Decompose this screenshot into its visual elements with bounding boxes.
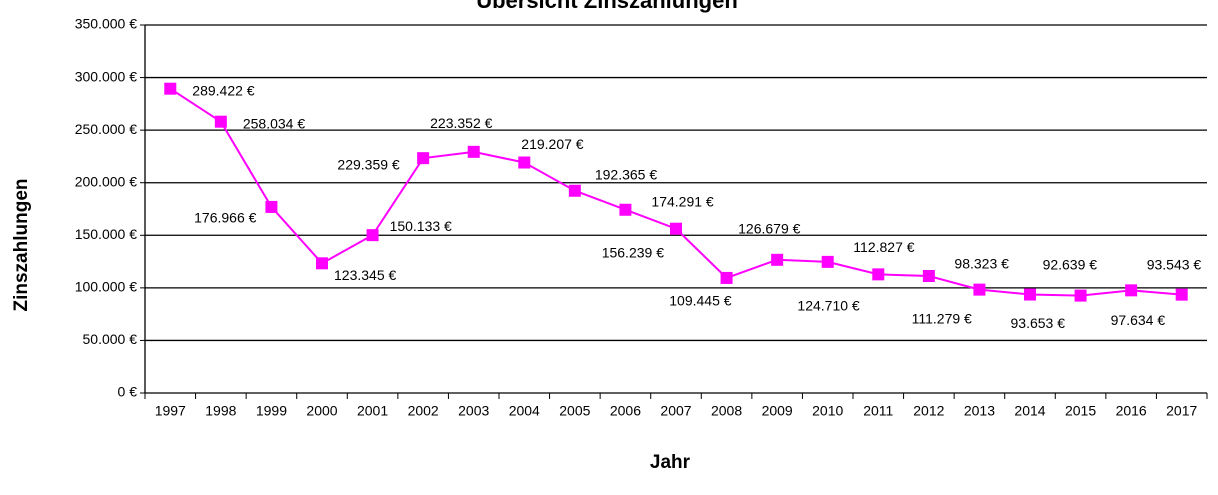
- marker: [316, 257, 328, 270]
- data-label: 289.422 €: [192, 82, 254, 98]
- marker: [872, 268, 885, 281]
- y-tick-label: 200.000 €: [75, 173, 137, 189]
- x-tick-label: 2006: [610, 403, 641, 419]
- marker: [467, 145, 480, 158]
- y-tick-label: 250.000 €: [75, 121, 137, 137]
- data-label: 93.543 €: [1147, 256, 1202, 272]
- data-label: 174.291 €: [651, 193, 713, 209]
- marker: [265, 200, 278, 213]
- x-tick-label: 2002: [408, 403, 439, 419]
- marker: [1024, 288, 1036, 301]
- marker: [670, 222, 682, 235]
- x-tick-label: 2011: [863, 403, 893, 419]
- x-tick-label: 2017: [1166, 403, 1197, 419]
- marker: [366, 229, 379, 242]
- y-tick-label: 150.000 €: [75, 226, 137, 242]
- marker: [771, 253, 784, 266]
- marker: [214, 115, 227, 128]
- data-label: 92.639 €: [1043, 256, 1098, 272]
- data-label: 124.710 €: [797, 298, 859, 314]
- x-tick-label: 1997: [155, 403, 186, 419]
- marker: [1125, 284, 1138, 297]
- x-tick-label: 2015: [1065, 403, 1096, 419]
- marker: [568, 184, 581, 197]
- x-tick-label: 2005: [559, 403, 590, 419]
- x-tick-label: 2009: [762, 403, 793, 419]
- y-tick-label: 0 €: [118, 384, 138, 400]
- y-tick-label: 300.000 €: [75, 68, 137, 84]
- data-label: 112.827 €: [853, 239, 914, 255]
- data-label: 111.279 €: [912, 311, 972, 327]
- x-axis-label: Jahr: [650, 452, 691, 473]
- x-tick-label: 2013: [964, 403, 995, 419]
- data-label: 97.634 €: [1111, 312, 1166, 328]
- y-tick-label: 350.000 €: [75, 16, 137, 32]
- data-label: 123.345 €: [334, 267, 396, 283]
- marker: [417, 152, 430, 165]
- marker: [821, 255, 834, 268]
- marker: [518, 156, 531, 169]
- marker: [973, 283, 986, 296]
- y-tick-label: 50.000 €: [83, 331, 138, 347]
- data-label: 192.365 €: [595, 166, 657, 182]
- y-axis-label: Zinszahlungen: [11, 179, 32, 312]
- x-tick-label: 2000: [306, 403, 337, 419]
- y-tick-label: 100.000 €: [75, 279, 137, 295]
- x-tick-label: 2007: [660, 403, 691, 419]
- data-label: 223.352 €: [430, 115, 492, 131]
- x-tick-label: 1998: [205, 403, 236, 419]
- data-label: 150.133 €: [390, 218, 452, 234]
- data-label: 229.359 €: [337, 157, 399, 173]
- x-tick-label: 2003: [458, 403, 489, 419]
- x-tick-label: 2014: [1014, 403, 1045, 419]
- data-label: 258.034 €: [243, 115, 305, 131]
- data-label: 176.966 €: [194, 210, 256, 226]
- data-label: 109.445 €: [669, 293, 731, 309]
- x-tick-label: 2001: [357, 403, 388, 419]
- marker: [164, 82, 177, 95]
- x-tick-label: 2010: [812, 403, 843, 419]
- data-label: 219.207 €: [521, 136, 583, 152]
- marker: [922, 269, 935, 282]
- chart-title: Übersicht Zinszahlungen: [476, 0, 738, 13]
- marker: [1175, 288, 1188, 301]
- data-label: 126.679 €: [738, 221, 800, 237]
- x-tick-label: 2008: [711, 403, 742, 419]
- data-label: 93.653 €: [1011, 315, 1066, 331]
- data-label: 98.323 €: [954, 255, 1009, 271]
- marker: [720, 271, 733, 284]
- marker: [1074, 289, 1087, 302]
- x-tick-label: 1999: [256, 403, 287, 419]
- marker: [619, 203, 632, 216]
- x-tick-label: 2012: [913, 403, 944, 419]
- x-tick-label: 2004: [509, 403, 540, 419]
- x-tick-label: 2016: [1116, 403, 1147, 419]
- data-label: 156.239 €: [602, 244, 664, 260]
